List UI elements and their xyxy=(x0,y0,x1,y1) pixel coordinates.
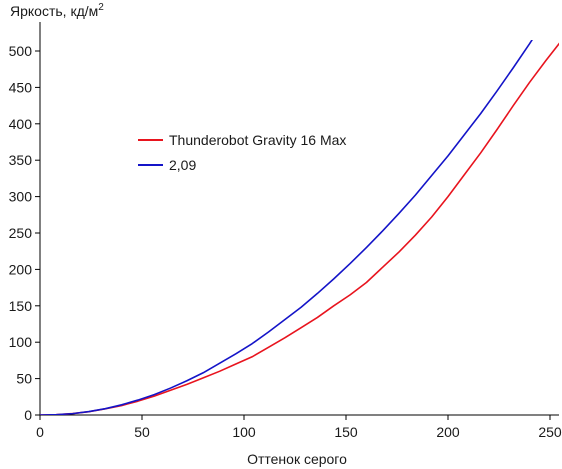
y-axis-title: Яркость, кд/м2 xyxy=(10,2,104,19)
series-lines xyxy=(40,40,559,415)
series-line-2 xyxy=(40,40,533,415)
tick-labels: 0 50 100 150 200 250 0 50 100 150 200 250 300 350 400 4… xyxy=(9,43,562,440)
y-tick-label: 50 xyxy=(16,371,32,387)
legend: Thunderobot Gravity 16 Max 2,09 xyxy=(138,132,346,173)
legend-label: 2,09 xyxy=(169,157,196,173)
y-axis-title-text: Яркость, кд/м xyxy=(10,3,98,19)
series-line-1 xyxy=(40,42,559,415)
y-tick-label: 450 xyxy=(9,79,33,95)
tick-marks xyxy=(35,50,551,420)
x-axis-title: Оттенок серого xyxy=(247,451,347,467)
y-tick-label: 250 xyxy=(9,225,33,241)
y-tick-label: 350 xyxy=(9,152,33,168)
y-tick-label: 300 xyxy=(9,189,33,205)
y-tick-label: 150 xyxy=(9,298,33,314)
x-tick-label: 150 xyxy=(334,424,358,440)
x-tick-label: 100 xyxy=(232,424,256,440)
y-tick-label: 200 xyxy=(9,261,33,277)
legend-label: Thunderobot Gravity 16 Max xyxy=(169,132,346,148)
x-tick-label: 200 xyxy=(436,424,460,440)
x-tick-label: 50 xyxy=(134,424,150,440)
x-tick-label: 0 xyxy=(36,424,44,440)
y-tick-label: 100 xyxy=(9,334,33,350)
y-tick-label: 500 xyxy=(9,43,33,59)
y-tick-label: 0 xyxy=(24,407,32,423)
y-tick-label: 400 xyxy=(9,116,33,132)
y-axis-title-superscript: 2 xyxy=(98,2,104,13)
x-tick-label: 250 xyxy=(538,424,562,440)
